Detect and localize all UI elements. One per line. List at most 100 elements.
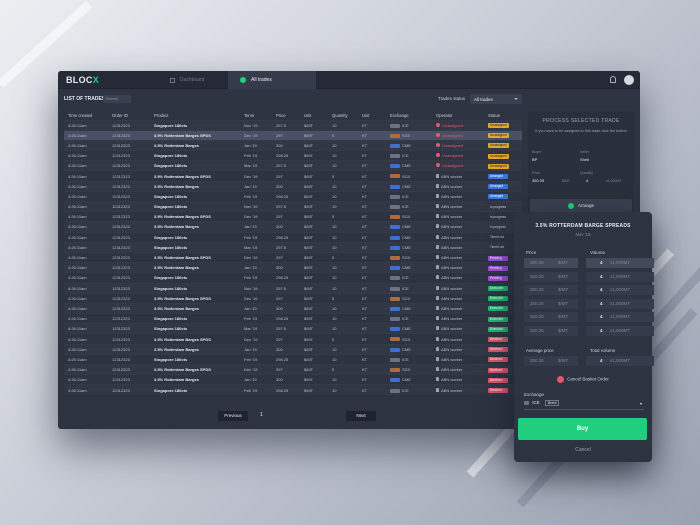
table-cell: 300 (272, 221, 300, 233)
row-volume[interactable]: 4 (600, 327, 603, 333)
exchange-name: CME (402, 265, 411, 271)
bell-icon[interactable] (610, 76, 616, 83)
table-row[interactable]: 4:26:11am 12312323 Singapore 180cts Feb '19… (64, 150, 522, 161)
price-volume-row[interactable]: 350.25 $/MT 4 x1,000MT (524, 285, 654, 295)
column-header: Quantity (332, 112, 348, 118)
table-cell: 297.5 (272, 200, 300, 212)
operator-cell: ABN worker (432, 313, 484, 324)
row-volume[interactable]: 4 (600, 287, 603, 292)
table-cell: 5 (328, 170, 358, 182)
table-row[interactable]: 4:26:11am 12312323 3.5% Rotterdam Barges S… (64, 363, 522, 375)
exchange-cell: ICE (386, 150, 432, 161)
price-volume-row[interactable]: 350.25 $/MT 4 x1,000MT (524, 298, 654, 309)
process-hint: If you want to be assigned to this trade… (535, 129, 627, 133)
exchange-cell: CME (386, 241, 432, 253)
price-volume-row[interactable]: 350.25 $/MT 4 x1,000MT (524, 325, 654, 336)
table-row[interactable]: 4:26:11am 12312323 3.5% Rotterdam Barges S… (64, 251, 522, 263)
table-cell: KT (358, 170, 386, 182)
pagination: Previous 1 Next (218, 411, 478, 423)
table-row[interactable]: 4:26:11am 12312323 3.5% Rotterdam Barges Ja… (64, 180, 522, 192)
table-row[interactable]: 4:26:11am 12312323 Singapore 180cts Feb '19… (64, 353, 522, 365)
next-button[interactable]: Next (346, 411, 376, 421)
status-cell: Unassigned (484, 129, 522, 141)
table-cell: 300 (272, 302, 300, 314)
table-row[interactable]: 4:26:11am 12312323 3.5% Rotterdam Barges S… (64, 129, 522, 141)
price-volume-row[interactable]: 350.25 $/MT 4 x1,000MT (524, 258, 654, 268)
average-price-label: Average price (526, 348, 554, 353)
table-row[interactable]: 4:26:11am 12312323 Singapore 180cts Feb '19… (64, 231, 522, 243)
qty-label: Quantity (580, 171, 594, 175)
table-cell: Singapore 180cts (150, 272, 240, 283)
table-row[interactable]: 4:26:11am 12312323 Singapore 180cts Nov '19… (64, 282, 522, 294)
table-row[interactable]: 4:26:11am 12312323 3.5% Rotterdam Barges Ja… (64, 302, 522, 314)
previous-button[interactable]: Previous (218, 411, 248, 421)
table-cell: $/MT (300, 262, 328, 273)
table-cell: 298.25 (272, 313, 300, 324)
table-row[interactable]: 4:26:11am 12312323 3.5% Rotterdam Barges Ja… (64, 374, 522, 385)
table-row[interactable]: 4:26:11am 12312323 Singapore 180cts Feb '19… (64, 384, 522, 396)
price-volume-row[interactable]: 350.25 $/MT 4 x1,000MT (524, 271, 654, 282)
table-cell: 3.5% Rotterdam Barges SPDS (150, 251, 240, 263)
row-volume[interactable]: 4 (600, 260, 603, 265)
avatar[interactable] (624, 75, 634, 85)
table-cell: 300 (272, 180, 300, 192)
exchange-icon (390, 357, 400, 362)
user-icon (436, 387, 439, 392)
table-row[interactable]: 4:26:11am 12312323 3.5% Rotterdam Barges Ja… (64, 343, 522, 355)
table-row[interactable]: 4:26:11am 12312323 Singapore 180cts Feb '19… (64, 272, 522, 283)
operator-name: ABN worker (441, 346, 463, 352)
user-icon (436, 265, 439, 270)
table-row[interactable]: 4:26:11am 12312323 Singapore 180cts Mar '19… (64, 160, 522, 171)
cancel-basket-order[interactable]: Cancel Basket Order (514, 376, 652, 383)
table-row[interactable]: 4:26:11am 12312323 Singapore 180cts Mar '19… (64, 323, 522, 334)
table-cell: 4:26:11am (64, 323, 108, 334)
page-number[interactable]: 1 (260, 412, 263, 418)
table-cell: 5 (328, 129, 358, 141)
table-cell: 5 (328, 292, 358, 304)
cancel-button[interactable]: Cancel (575, 447, 591, 453)
tab-all-trades[interactable]: All trades (228, 71, 316, 89)
table-row[interactable]: 4:26:11am 12312323 Singapore 180cts Mar '19… (64, 241, 522, 253)
exchange-icon (390, 205, 400, 210)
table-cell: 297 (272, 211, 300, 222)
tab-dashboard[interactable]: Dashboard (158, 71, 246, 89)
buy-button[interactable]: Buy (518, 418, 647, 440)
table-cell: 4:26:11am (64, 129, 108, 141)
table-row[interactable]: 4:26:11am 12312323 Singapore 180cts Feb '19… (64, 313, 522, 324)
row-volume[interactable]: 4 (600, 314, 603, 319)
row-volume[interactable]: 4 (600, 273, 603, 279)
table-row[interactable]: 4:26:11am 12312323 3.5% Rotterdam Barges Ja… (64, 221, 522, 233)
operator-name: ABN worker (441, 224, 463, 230)
status-dropdown[interactable]: All trades (470, 94, 522, 104)
table-cell: 4:26:11am (64, 241, 108, 253)
exchange-icon (390, 123, 400, 128)
table-cell: KT (358, 160, 386, 171)
table-cell: KT (358, 180, 386, 192)
refresh-filter[interactable]: Refresh (103, 95, 131, 103)
row-volume[interactable]: 4 (600, 300, 603, 306)
table-row[interactable]: 4:26:11am 12312323 3.5% Rotterdam Barges S… (64, 211, 522, 222)
table-row[interactable]: 4:26:11am 12312323 Singapore 180cts Feb '19… (64, 190, 522, 202)
table-cell: 3.5% Rotterdam Barges (150, 343, 240, 355)
status-badge: In progress (490, 204, 506, 209)
qty-value: 4 (586, 178, 589, 183)
column-header: Exchange (390, 112, 409, 118)
table-row[interactable]: 4:26:11am 12312323 3.5% Rotterdam Barges Ja… (64, 262, 522, 273)
table-cell: KT (358, 374, 386, 385)
status-cell: Declined (484, 374, 522, 385)
table-row[interactable]: 4:26:11am 12312323 3.5% Rotterdam Barges S… (64, 333, 522, 345)
exchange-icon (390, 174, 400, 179)
table-cell: 298.25 (272, 384, 300, 396)
exchange-select[interactable]: ICE Brent ▾ (524, 400, 644, 410)
qty-unit: x1,000MT (606, 179, 622, 183)
table-row[interactable]: 4:26:11am 12312323 Singapore 180cts Nov '19… (64, 119, 522, 131)
average-price-value: 350.25 (530, 358, 544, 363)
table-row[interactable]: 4:26:11am 12312323 3.5% Rotterdam Barges S… (64, 292, 522, 304)
price-volume-row[interactable]: 350.25 $/MT 4 x1,000MT (524, 312, 654, 322)
arrange-button[interactable]: Arrange (530, 199, 632, 212)
exchange-cell: CME (386, 262, 432, 273)
table-row[interactable]: 4:26:11am 12312323 Singapore 180cts Nov '19… (64, 200, 522, 212)
table-row[interactable]: 4:26:11am 12312323 3.5% Rotterdam Barges Ja… (64, 139, 522, 151)
exchange-cell: CME (386, 231, 432, 243)
table-row[interactable]: 4:26:11am 12312323 3.5% Rotterdam Barges S… (64, 170, 522, 182)
